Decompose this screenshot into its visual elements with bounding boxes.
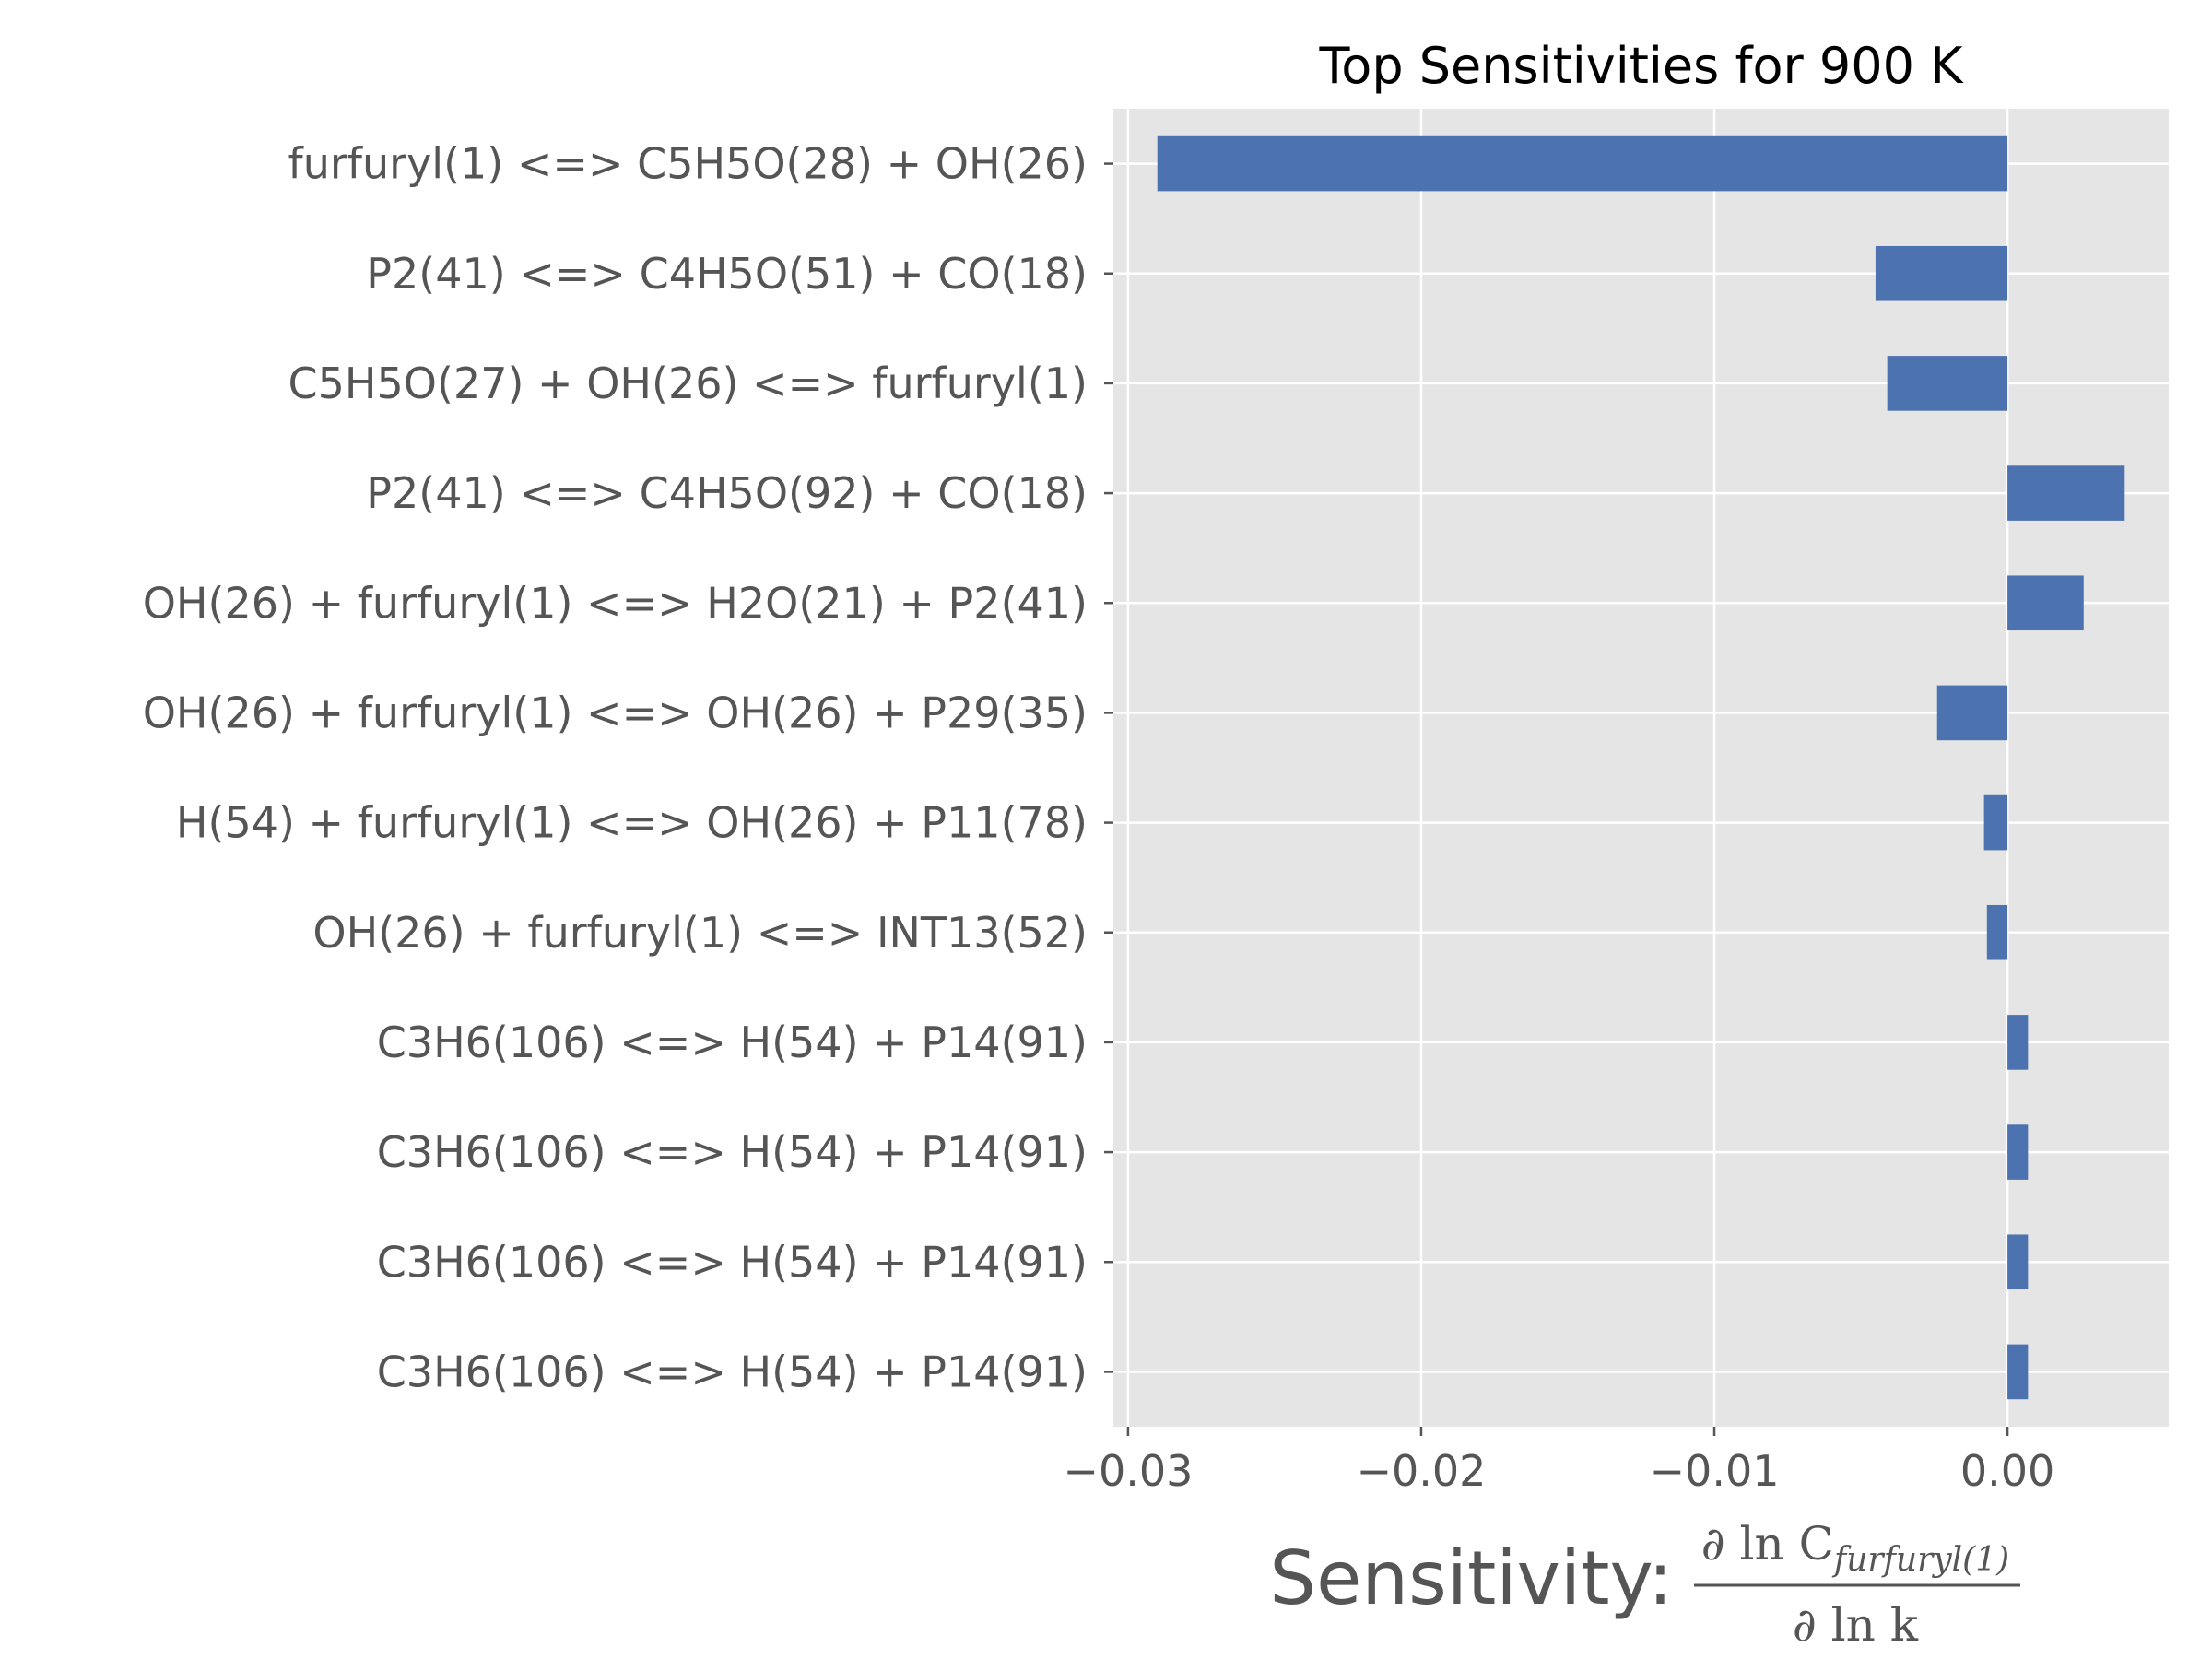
x-tick-label: −0.02 — [1356, 1446, 1486, 1496]
bar — [1887, 356, 2008, 411]
bar — [2007, 465, 2125, 521]
bar — [1875, 245, 2008, 301]
bar — [1986, 904, 2008, 960]
x-axis-label-numerator-subscript: furfuryl(1) — [1831, 1541, 2009, 1579]
y-tick-label: C3H6(106) <=> H(54) + P14(91) — [377, 1018, 1088, 1067]
bar — [2007, 1344, 2029, 1400]
bar — [1936, 685, 2008, 741]
x-axis-label-numerator-main: ∂ ln C — [1701, 1517, 1834, 1571]
x-axis-label: Sensitivity: ∂ ln Cfurfuryl(1) ∂ ln k — [1269, 1517, 2020, 1652]
x-tick-labels: −0.03 −0.02 −0.01 0.00 — [1063, 1427, 2054, 1496]
y-tick-label: C3H6(106) <=> H(54) + P14(91) — [377, 1347, 1088, 1396]
bar — [2007, 575, 2084, 631]
y-tick-label: P2(41) <=> C4H5O(92) + CO(18) — [366, 468, 1088, 518]
y-tick-label: H(54) + furfuryl(1) <=> OH(26) + P11(78) — [176, 798, 1088, 848]
chart-title: Top Sensitivities for 900 K — [1318, 37, 1964, 95]
bar — [1157, 135, 2008, 192]
x-axis-label-numerator: ∂ ln Cfurfuryl(1) — [1701, 1517, 2009, 1579]
x-axis-label-text: Sensitivity: — [1269, 1535, 1673, 1621]
x-tick-label: −0.01 — [1650, 1446, 1780, 1496]
y-tick-label: C5H5O(27) + OH(26) <=> furfuryl(1) — [288, 359, 1088, 408]
bar — [1983, 794, 2008, 851]
plot-background — [1113, 109, 2169, 1427]
x-tick-label: −0.03 — [1063, 1446, 1193, 1496]
bar — [2007, 1124, 2029, 1180]
y-tick-label: P2(41) <=> C4H5O(51) + CO(18) — [366, 249, 1088, 299]
bar — [2007, 1234, 2029, 1290]
y-tick-label: C3H6(106) <=> H(54) + P14(91) — [377, 1237, 1088, 1287]
y-tick-label: OH(26) + furfuryl(1) <=> INT13(52) — [312, 908, 1088, 958]
y-tick-label: C3H6(106) <=> H(54) + P14(91) — [377, 1127, 1088, 1177]
x-axis-label-denominator: ∂ ln k — [1793, 1598, 1919, 1652]
bar — [2007, 1015, 2029, 1070]
y-tick-labels: furfuryl(1) <=> C5H5O(28) + OH(26) P2(41)… — [143, 139, 1113, 1396]
y-tick-label: OH(26) + furfuryl(1) <=> H2O(21) + P2(41… — [143, 578, 1088, 628]
bars — [1157, 135, 2125, 1400]
x-tick-label: 0.00 — [1960, 1446, 2054, 1496]
y-tick-label: furfuryl(1) <=> C5H5O(28) + OH(26) — [288, 139, 1088, 189]
y-tick-label: OH(26) + furfuryl(1) <=> OH(26) + P29(35… — [143, 688, 1088, 737]
